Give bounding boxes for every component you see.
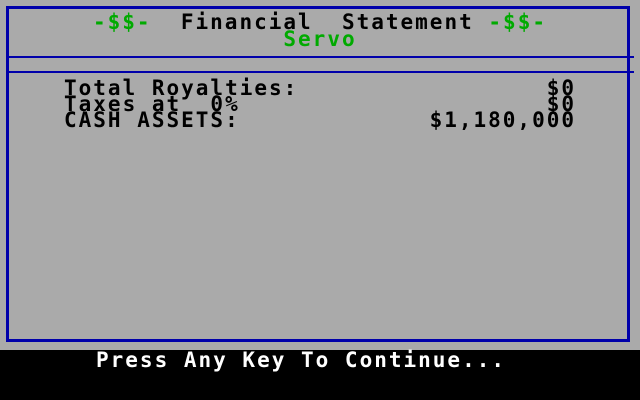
footer-bar (0, 350, 640, 400)
header-divider-bottom (6, 71, 634, 73)
company-name: Servo (283, 27, 357, 51)
royalties-label: Total Royalties: (64, 76, 299, 100)
taxes-label: Taxes at 0% (64, 92, 240, 116)
cash-assets-label: CASH ASSETS: (64, 108, 240, 132)
page-title: Financial Statement (180, 10, 474, 34)
title-right-decoration: -$$- (488, 10, 547, 34)
royalties-value: $0 (546, 76, 576, 100)
statement-panel (6, 6, 630, 342)
title-left-decoration: -$$- (93, 10, 152, 34)
taxes-value: $0 (546, 92, 576, 116)
cash-assets-value: $1,180,000 (429, 108, 576, 132)
header-divider-top (6, 56, 634, 58)
continue-prompt[interactable]: Press Any Key To Continue... (96, 348, 507, 372)
title-row: -$$- Financial Statement -$$- (0, 12, 640, 33)
